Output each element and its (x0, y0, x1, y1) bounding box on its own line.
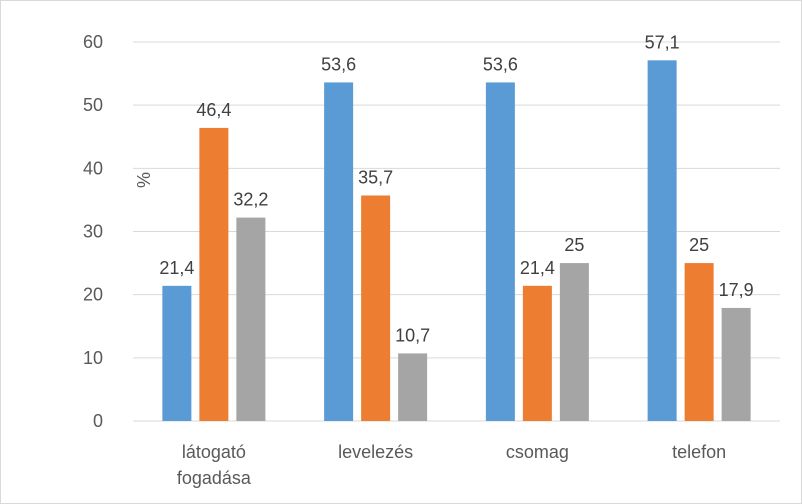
data-label-0-0: 21,4 (159, 258, 194, 278)
category-label-0-0: látogató (182, 442, 246, 462)
bar-0-1 (199, 127, 229, 421)
data-label-3-1: 25 (689, 235, 709, 255)
y-axis-label: % (134, 172, 154, 188)
data-label-2-1: 21,4 (520, 258, 555, 278)
y-tick-60: 60 (83, 32, 103, 52)
data-label-1-1: 35,7 (358, 167, 393, 187)
bar-1-1 (361, 195, 391, 421)
category-label-1-0: levelezés (338, 442, 413, 462)
data-label-3-2: 17,9 (719, 280, 754, 300)
y-tick-0: 0 (93, 411, 103, 431)
bar-3-0 (647, 60, 677, 422)
category-label-0-1: fogadása (177, 468, 252, 488)
data-label-0-2: 32,2 (233, 190, 268, 210)
x-axis-categories: látogató fogadása levelezés csomag telefon (177, 442, 726, 488)
bar-2-0 (485, 82, 515, 421)
bar-3-2 (721, 307, 751, 421)
bar-2-2 (559, 263, 589, 421)
y-tick-20: 20 (83, 285, 103, 305)
bars (162, 60, 751, 422)
bar-0-2 (236, 217, 266, 421)
y-axis-ticks: 0 10 20 30 40 50 60 (83, 32, 103, 431)
data-label-2-2: 25 (564, 235, 584, 255)
bar-2-1 (522, 285, 552, 421)
data-label-2-0: 53,6 (483, 54, 518, 74)
bar-0-0 (162, 285, 192, 421)
category-label-2-0: csomag (506, 442, 569, 462)
bar-3-1 (684, 263, 714, 421)
data-labels: 21,4 46,4 32,2 53,6 35,7 10,7 53,6 21,4 25 57,1 25… (159, 32, 753, 345)
gridlines (133, 41, 780, 422)
data-label-3-0: 57,1 (645, 32, 680, 52)
data-label-0-1: 46,4 (196, 100, 231, 120)
bar-1-0 (324, 82, 354, 421)
bar-1-2 (398, 353, 428, 421)
y-tick-40: 40 (83, 158, 103, 178)
data-label-1-0: 53,6 (321, 54, 356, 74)
category-label-3-0: telefon (672, 442, 726, 462)
y-tick-30: 30 (83, 222, 103, 242)
y-tick-50: 50 (83, 95, 103, 115)
y-tick-10: 10 (83, 348, 103, 368)
data-label-1-2: 10,7 (395, 325, 430, 345)
